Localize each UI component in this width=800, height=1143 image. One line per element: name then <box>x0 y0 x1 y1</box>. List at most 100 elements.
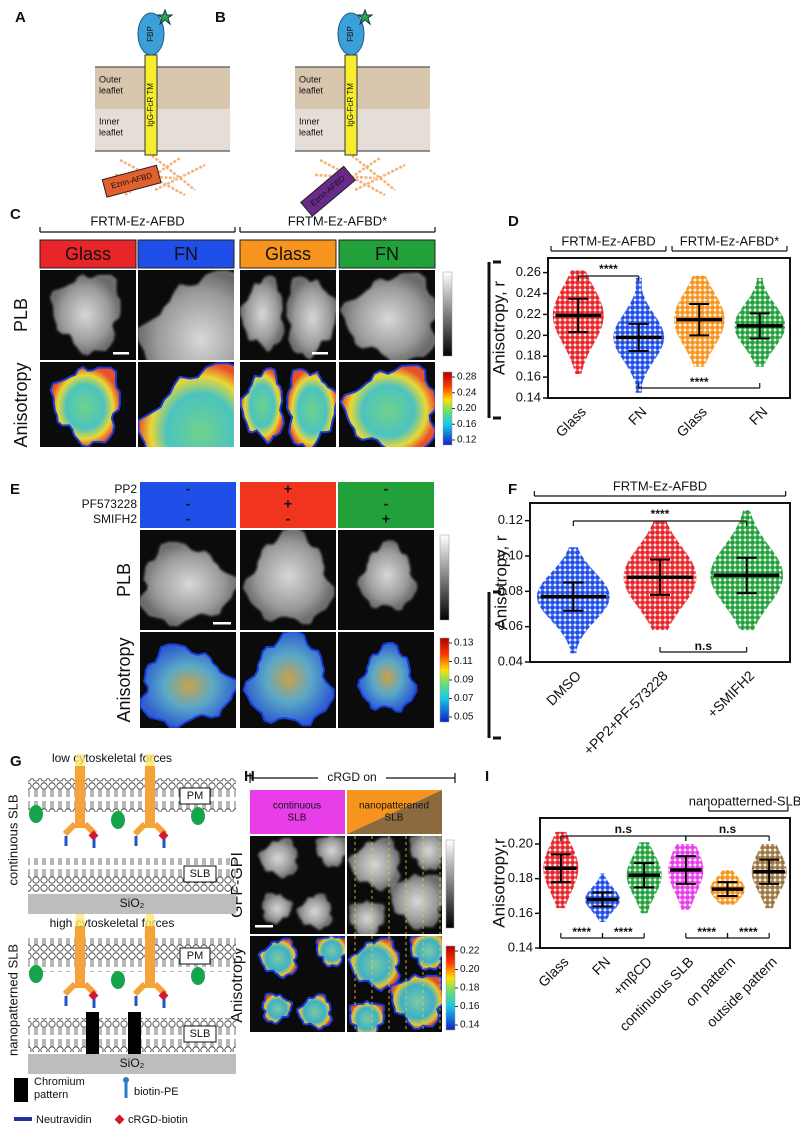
cell <box>138 362 234 447</box>
colorbar-label: 0.05 <box>454 712 474 723</box>
colorbar-label: 0.11 <box>454 656 473 667</box>
micrograph <box>138 270 234 360</box>
legend-label: pattern <box>34 1089 68 1101</box>
leaflet-label: Inner <box>99 116 120 126</box>
label-box <box>183 865 217 883</box>
colorbar-label: 0.14 <box>460 1020 480 1031</box>
slb-label: SLB <box>190 1028 211 1040</box>
leaflet-label: leaflet <box>99 127 124 137</box>
leaflet-label: leaflet <box>299 85 324 95</box>
plot-frame <box>539 817 791 949</box>
y-tick-label: 0.12 <box>498 512 523 527</box>
cell <box>356 642 418 713</box>
condition-sign: - <box>286 511 291 527</box>
cell <box>296 893 333 930</box>
x-tick-label: FN <box>589 953 614 978</box>
chromium-bar <box>86 1012 99 1054</box>
x-tick-label: Glass <box>673 403 710 440</box>
significance: **** <box>697 925 716 939</box>
group-label: FRTM-Ez-AFBD <box>561 233 655 248</box>
scale-bar <box>213 622 231 625</box>
cell <box>138 270 234 360</box>
condition-sign: - <box>186 496 191 512</box>
scheme-title: high cytoskeletal forces <box>50 916 175 930</box>
cell <box>348 837 401 892</box>
cell <box>49 365 121 447</box>
panel-letter: D <box>508 213 519 230</box>
y-tick-label: 0.18 <box>508 870 533 885</box>
row-label: PLB <box>11 298 31 332</box>
inner-leaflet <box>295 109 430 151</box>
pm-label: PM <box>187 790 204 802</box>
y-tick-label: 0.20 <box>508 835 533 850</box>
panel-letter: A <box>15 9 26 26</box>
cell <box>315 836 345 867</box>
legend-label: biotin-PE <box>134 1086 179 1098</box>
slb-label: SLB <box>190 868 211 880</box>
leaflet-label: Outer <box>299 74 322 84</box>
condition-sign: - <box>384 481 389 497</box>
colorbar-label: 0.09 <box>454 675 474 686</box>
cell <box>140 542 236 627</box>
cell <box>315 936 345 968</box>
micrograph <box>140 632 236 728</box>
micrograph <box>347 936 442 1032</box>
group-label: FRTM-Ez-AFBD <box>613 478 707 493</box>
condition-sign: - <box>186 481 191 497</box>
cell <box>409 936 442 971</box>
cell <box>50 274 121 356</box>
probe: Ezrin-AFBD <box>101 164 162 198</box>
y-tick-label: 0.14 <box>516 389 541 404</box>
cell <box>347 937 402 993</box>
substrate <box>28 1054 236 1074</box>
inner-leaflet <box>95 109 230 151</box>
y-tick-label: 0.20 <box>516 327 541 342</box>
micrograph <box>347 836 442 934</box>
plot-frame <box>529 502 791 663</box>
pm-label: PM <box>187 950 204 962</box>
condition-box <box>338 482 434 528</box>
substrate-label: SiO₂ <box>120 896 145 910</box>
x-tick-label: FN <box>746 403 771 428</box>
legend-biotin-pe <box>123 1077 129 1083</box>
tm-label: IgG-FcR TM <box>346 83 355 127</box>
legend-label: cRGD-biotin <box>128 1114 188 1126</box>
row-label: Anisotropy <box>114 637 134 722</box>
colorbar-label: 0.24 <box>457 387 477 398</box>
micrograph <box>240 632 336 728</box>
cell <box>340 272 435 360</box>
substrate <box>28 894 236 914</box>
label-box <box>179 787 211 805</box>
row-label: PLB <box>114 563 134 597</box>
gpi-protein <box>191 967 205 985</box>
condition-label: SLB <box>288 813 307 824</box>
outer-leaflet <box>95 67 230 109</box>
legend-label: Chromium <box>34 1076 85 1088</box>
y-tick-label: 0.08 <box>498 583 523 598</box>
cell <box>285 368 336 447</box>
scale-bar <box>255 925 273 928</box>
panel-letter: F <box>508 481 517 498</box>
panel-letter: C <box>10 206 21 223</box>
leaflet-label: leaflet <box>299 127 324 137</box>
actin-filament <box>344 149 396 191</box>
axis-bracket <box>487 590 501 740</box>
leaflet-label: Outer <box>99 74 122 84</box>
integrin <box>145 926 155 988</box>
linker <box>134 996 166 1008</box>
y-tick-label: 0.06 <box>498 618 523 633</box>
cell <box>296 993 334 1031</box>
significance: **** <box>614 925 633 939</box>
colorbar-label: 0.13 <box>454 638 474 649</box>
fbp <box>337 12 365 56</box>
actin-filament <box>144 149 196 191</box>
substrate-label: SiO₂ <box>120 1056 145 1070</box>
micrograph <box>240 362 336 447</box>
colorbar <box>445 945 456 1031</box>
condition-sign: + <box>382 511 390 527</box>
cell <box>258 838 298 879</box>
legend-label: Neutravidin <box>36 1114 92 1126</box>
y-tick-label: 0.18 <box>516 348 541 363</box>
condition-label: Glass <box>265 244 311 264</box>
actin-filament <box>354 163 406 192</box>
